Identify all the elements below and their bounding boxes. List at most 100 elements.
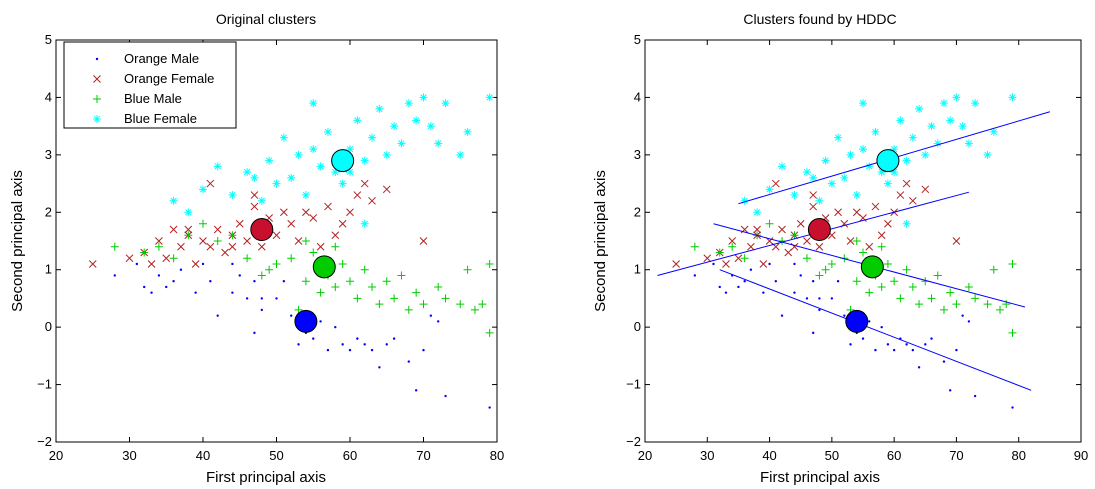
data-point-blue-male <box>740 254 749 263</box>
data-point-blue-male <box>368 282 377 291</box>
data-point-orange-female <box>338 219 347 228</box>
data-point-blue-male <box>441 294 450 303</box>
data-point-orange-male <box>874 348 877 352</box>
data-point-orange-female <box>865 242 874 251</box>
data-point-orange-male <box>955 348 958 352</box>
data-point-orange-female <box>419 237 428 245</box>
data-point-orange-male <box>843 314 846 317</box>
data-point-blue-male <box>360 265 369 274</box>
data-point-blue-female <box>939 99 948 108</box>
data-point-blue-female <box>353 116 362 125</box>
data-point-blue-male <box>316 288 325 297</box>
data-point-blue-male <box>790 231 799 240</box>
data-point-orange-male <box>378 366 381 369</box>
data-point-orange-female <box>877 231 886 240</box>
data-point-orange-female <box>243 237 251 245</box>
data-point-blue-female <box>250 173 259 182</box>
data-point-blue-male <box>353 294 362 303</box>
data-point-orange-male <box>892 348 896 352</box>
data-point-orange-female <box>235 219 244 228</box>
data-point-orange-male <box>135 262 139 266</box>
data-point-blue-female <box>199 185 207 194</box>
data-point-blue-male <box>346 277 354 286</box>
legend-entry-orange-male: Orange Male <box>124 51 199 66</box>
data-point-orange-male <box>911 348 915 352</box>
data-point-orange-female <box>155 237 163 245</box>
data-point-blue-female <box>294 150 303 159</box>
data-point-blue-female <box>871 127 880 136</box>
data-point-blue-female <box>964 139 973 148</box>
data-point-blue-male <box>989 265 998 274</box>
y-tick-label: 1 <box>45 262 52 277</box>
data-point-blue-female <box>896 116 905 125</box>
data-point-blue-female <box>419 93 428 102</box>
data-point-orange-male <box>961 314 964 317</box>
data-point-blue-female <box>316 162 325 171</box>
y-tick-label: 2 <box>634 204 641 219</box>
data-point-orange-male <box>392 337 396 340</box>
right-plot-area: 20 30 40 50 60 70 80 90 −2 −1 0 1 2 3 4 5 <box>626 32 1088 463</box>
x-tick-label: 70 <box>416 448 430 463</box>
data-point-blue-female <box>890 145 899 154</box>
data-point-orange-female <box>834 208 842 217</box>
x-tick-label: 20 <box>49 448 63 463</box>
data-point-blue-female <box>441 99 450 108</box>
data-point-blue-female <box>360 219 369 228</box>
data-point-blue-male <box>915 300 924 309</box>
y-tick-label: 5 <box>634 32 641 47</box>
data-point-blue-female <box>456 150 465 159</box>
data-point-blue-female <box>927 122 936 131</box>
data-point-orange-male <box>488 406 491 409</box>
data-point-blue-male <box>184 231 193 240</box>
x-tick-label: 70 <box>949 448 963 463</box>
legend-marker-blue-male <box>93 95 101 103</box>
legend-entry-orange-female: Orange Female <box>124 71 214 86</box>
data-point-blue-male <box>971 294 980 303</box>
data-point-orange-female <box>382 185 391 194</box>
legend-entry-blue-male: Blue Male <box>124 91 182 106</box>
data-point-orange-female <box>324 202 332 211</box>
data-point-blue-male <box>952 300 961 309</box>
data-point-orange-female <box>846 237 855 245</box>
data-point-blue-male <box>456 300 465 309</box>
data-point-orange-male <box>231 262 234 266</box>
right-xlabel: First principal axis <box>760 469 880 486</box>
data-point-orange-male <box>849 343 852 346</box>
data-point-orange-male <box>917 366 921 369</box>
data-point-orange-female <box>734 254 743 263</box>
data-point-blue-male <box>199 219 207 228</box>
data-point-orange-male <box>967 320 971 323</box>
data-point-blue-female <box>434 139 443 148</box>
data-point-blue-female <box>902 219 911 228</box>
data-point-orange-female <box>169 225 178 234</box>
data-point-blue-male <box>478 300 487 309</box>
data-point-blue-female <box>368 133 377 142</box>
data-point-orange-male <box>260 308 263 312</box>
data-point-blue-female <box>272 179 281 188</box>
data-point-blue-male <box>902 265 911 274</box>
cluster-center-orange-female <box>250 218 274 242</box>
data-point-orange-male <box>422 348 425 352</box>
data-point-orange-male <box>930 337 933 340</box>
data-point-blue-male <box>301 237 310 245</box>
data-point-orange-female <box>672 260 680 268</box>
data-point-orange-male <box>429 314 433 317</box>
data-point-blue-male <box>728 242 737 251</box>
data-point-orange-male <box>768 262 771 266</box>
y-tick-label: 1 <box>634 262 641 277</box>
data-point-blue-male <box>485 259 494 268</box>
data-point-orange-female <box>250 191 259 199</box>
data-point-orange-female <box>309 214 318 222</box>
data-point-orange-male <box>245 297 249 300</box>
data-point-blue-female <box>323 127 332 136</box>
data-point-orange-male <box>275 297 278 300</box>
data-point-blue-female <box>397 139 406 148</box>
data-point-blue-female <box>877 168 886 177</box>
data-point-blue-male <box>140 248 149 257</box>
y-tick-label: 0 <box>634 319 641 334</box>
data-point-orange-male <box>444 394 447 398</box>
data-point-blue-male <box>419 300 428 309</box>
x-tick-label: 80 <box>490 448 504 463</box>
data-point-orange-male <box>799 274 802 277</box>
data-point-orange-male <box>356 337 359 340</box>
